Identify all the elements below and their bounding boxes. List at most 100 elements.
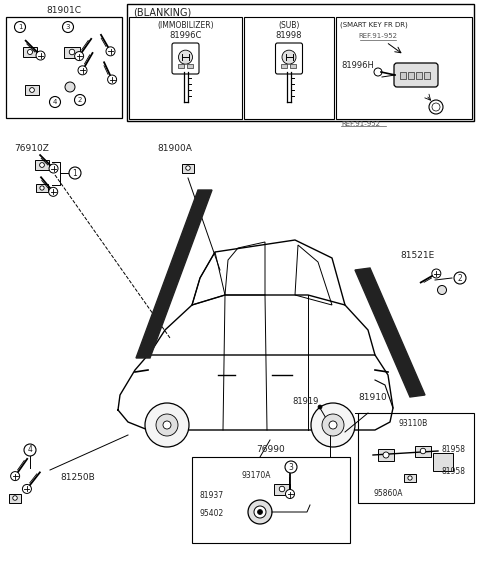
Bar	[400, 71, 407, 78]
Circle shape	[383, 452, 389, 458]
Circle shape	[78, 66, 87, 75]
Bar	[408, 71, 415, 78]
Circle shape	[254, 506, 266, 518]
Circle shape	[74, 52, 84, 60]
Bar	[404, 474, 416, 482]
Text: 95860A: 95860A	[373, 489, 403, 497]
Bar	[378, 449, 395, 461]
Text: REF.91-952: REF.91-952	[359, 33, 397, 39]
Bar	[129, 17, 242, 119]
Circle shape	[36, 51, 45, 60]
Circle shape	[285, 461, 297, 473]
Bar	[178, 64, 183, 68]
Polygon shape	[136, 190, 212, 358]
Text: 81996H: 81996H	[341, 60, 374, 70]
Circle shape	[279, 486, 285, 492]
Circle shape	[69, 49, 75, 55]
Bar	[417, 71, 422, 78]
Circle shape	[179, 50, 192, 64]
Bar	[192, 457, 350, 543]
Text: 81996C: 81996C	[169, 30, 202, 40]
Circle shape	[437, 285, 446, 295]
Bar	[424, 71, 431, 78]
Text: (SMART KEY FR DR): (SMART KEY FR DR)	[340, 21, 408, 28]
Circle shape	[322, 414, 344, 436]
FancyBboxPatch shape	[394, 63, 438, 87]
Bar	[36, 184, 48, 192]
Circle shape	[30, 88, 35, 92]
Text: 95402: 95402	[200, 510, 224, 518]
Circle shape	[163, 421, 171, 429]
Circle shape	[74, 95, 85, 106]
Text: 81521E: 81521E	[400, 250, 434, 260]
Bar	[358, 413, 474, 503]
Text: (IMMOBILIZER): (IMMOBILIZER)	[157, 20, 214, 30]
Text: 1: 1	[18, 24, 22, 30]
Text: 81937: 81937	[200, 490, 224, 500]
Text: 81900A: 81900A	[157, 144, 192, 152]
Bar	[274, 483, 290, 494]
Text: REF.91-952: REF.91-952	[341, 121, 380, 127]
Circle shape	[14, 21, 25, 33]
Bar	[187, 64, 192, 68]
Bar	[23, 47, 37, 57]
Circle shape	[27, 49, 33, 55]
Bar	[182, 163, 194, 173]
Bar	[281, 64, 287, 68]
Text: 4: 4	[27, 446, 33, 454]
Circle shape	[48, 187, 58, 196]
Text: 2: 2	[78, 97, 82, 103]
Bar	[64, 46, 80, 58]
Circle shape	[432, 269, 441, 278]
Circle shape	[23, 485, 31, 493]
Text: 2: 2	[457, 274, 462, 282]
Text: 81250B: 81250B	[60, 474, 95, 482]
Text: (BLANKING): (BLANKING)	[133, 7, 191, 17]
Text: 93110B: 93110B	[398, 418, 428, 428]
Circle shape	[65, 82, 75, 92]
Circle shape	[69, 167, 81, 179]
Circle shape	[311, 403, 355, 447]
Text: 81958: 81958	[442, 444, 466, 454]
Text: 81910: 81910	[358, 393, 387, 403]
Circle shape	[186, 166, 190, 170]
Circle shape	[106, 47, 115, 56]
Circle shape	[49, 96, 60, 107]
Circle shape	[156, 414, 178, 436]
Bar	[9, 493, 21, 503]
Bar	[36, 160, 48, 170]
Circle shape	[40, 163, 44, 167]
Circle shape	[286, 490, 295, 498]
Circle shape	[24, 444, 36, 456]
Text: 3: 3	[66, 24, 70, 30]
Circle shape	[248, 500, 272, 524]
Text: 93170A: 93170A	[242, 471, 272, 479]
FancyBboxPatch shape	[276, 43, 302, 74]
Text: 81919: 81919	[292, 397, 318, 407]
Text: (SUB): (SUB)	[278, 20, 300, 30]
Circle shape	[420, 449, 426, 454]
Text: 3: 3	[288, 462, 293, 472]
Text: 4: 4	[53, 99, 57, 105]
Circle shape	[145, 403, 189, 447]
Text: 1: 1	[72, 168, 77, 178]
Circle shape	[62, 21, 73, 33]
Circle shape	[40, 186, 44, 190]
Bar	[6, 17, 122, 118]
Bar	[433, 453, 453, 471]
Bar	[415, 446, 431, 457]
Bar	[127, 4, 474, 121]
Polygon shape	[355, 268, 425, 397]
Text: 81958: 81958	[442, 467, 466, 475]
Circle shape	[282, 50, 296, 64]
Circle shape	[318, 405, 322, 409]
Circle shape	[108, 75, 117, 84]
Bar	[244, 17, 334, 119]
Bar	[25, 85, 39, 95]
Bar	[336, 17, 472, 119]
Text: 81998: 81998	[276, 30, 302, 40]
Circle shape	[257, 510, 263, 515]
Bar	[290, 64, 296, 68]
Circle shape	[11, 472, 20, 480]
Circle shape	[329, 421, 337, 429]
